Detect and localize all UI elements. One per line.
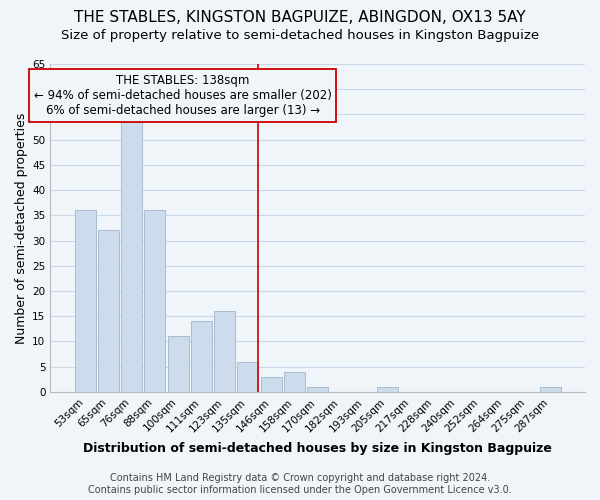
Bar [284,372,305,392]
Bar [260,377,281,392]
Text: THE STABLES: 138sqm
← 94% of semi-detached houses are smaller (202)
6% of semi-d: THE STABLES: 138sqm ← 94% of semi-detach… [34,74,332,117]
Bar [307,387,328,392]
X-axis label: Distribution of semi-detached houses by size in Kingston Bagpuize: Distribution of semi-detached houses by … [83,442,552,455]
Text: Contains HM Land Registry data © Crown copyright and database right 2024.
Contai: Contains HM Land Registry data © Crown c… [88,474,512,495]
Bar [167,336,188,392]
Text: THE STABLES, KINGSTON BAGPUIZE, ABINGDON, OX13 5AY: THE STABLES, KINGSTON BAGPUIZE, ABINGDON… [74,10,526,25]
Y-axis label: Number of semi-detached properties: Number of semi-detached properties [15,112,28,344]
Bar [98,230,119,392]
Bar [121,114,142,392]
Bar [377,387,398,392]
Text: Size of property relative to semi-detached houses in Kingston Bagpuize: Size of property relative to semi-detach… [61,29,539,42]
Bar [191,322,212,392]
Bar [145,210,165,392]
Bar [540,387,560,392]
Bar [238,362,259,392]
Bar [74,210,95,392]
Bar [214,311,235,392]
